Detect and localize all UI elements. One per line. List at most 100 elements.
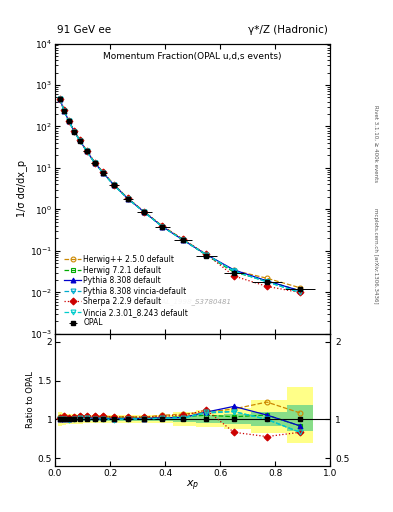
Sherpa 2.2.9 default (62, 107, 66, 113)
Herwig 7.2.1 default (160, 223, 165, 229)
Herwig 7.2.1 default (126, 196, 130, 202)
Sherpa 2.2.9 default (298, 289, 302, 295)
Sherpa 2.2.9 default (84, 147, 89, 154)
Vincia 2.3.01_8.243 default (231, 268, 236, 274)
Pythia 8.308 default (264, 278, 269, 284)
Y-axis label: Ratio to OPAL: Ratio to OPAL (26, 372, 35, 429)
Sherpa 2.2.9 default (101, 169, 105, 176)
Vincia 2.3.01_8.243 default (72, 129, 77, 135)
Herwig 7.2.1 default (77, 137, 82, 143)
Pythia 8.308 default (142, 209, 147, 215)
Herwig 7.2.1 default (231, 269, 236, 275)
Vincia 2.3.01_8.243 default (84, 148, 89, 154)
Vincia 2.3.01_8.243 default (62, 108, 66, 114)
Sherpa 2.2.9 default (93, 160, 97, 166)
Sherpa 2.2.9 default (231, 273, 236, 279)
Vincia 2.3.01_8.243 default (160, 224, 165, 230)
Legend: Herwig++ 2.5.0 default, Herwig 7.2.1 default, Pythia 8.308 default, Pythia 8.308: Herwig++ 2.5.0 default, Herwig 7.2.1 def… (62, 253, 191, 330)
Text: γ*/Z (Hadronic): γ*/Z (Hadronic) (248, 25, 328, 35)
Sherpa 2.2.9 default (77, 137, 82, 143)
Pythia 8.308 default (84, 148, 89, 154)
Herwig 7.2.1 default (142, 209, 147, 215)
Herwig++ 2.5.0 default (204, 251, 209, 258)
Pythia 8.308 vincia-default (72, 129, 77, 135)
Pythia 8.308 vincia-default (77, 138, 82, 144)
Pythia 8.308 default (181, 237, 185, 243)
Pythia 8.308 vincia-default (204, 252, 209, 258)
Herwig++ 2.5.0 default (101, 169, 105, 176)
Pythia 8.308 vincia-default (112, 182, 117, 188)
Pythia 8.308 default (77, 137, 82, 143)
Sherpa 2.2.9 default (264, 283, 269, 289)
Vincia 2.3.01_8.243 default (142, 209, 147, 216)
Pythia 8.308 vincia-default (231, 268, 236, 274)
Vincia 2.3.01_8.243 default (77, 138, 82, 144)
Line: Vincia 2.3.01_8.243 default: Vincia 2.3.01_8.243 default (57, 97, 302, 295)
Herwig 7.2.1 default (72, 129, 77, 135)
Sherpa 2.2.9 default (181, 237, 185, 243)
Herwig++ 2.5.0 default (264, 275, 269, 281)
Herwig 7.2.1 default (84, 148, 89, 154)
Pythia 8.308 vincia-default (62, 108, 66, 114)
Pythia 8.308 vincia-default (126, 196, 130, 202)
Herwig 7.2.1 default (58, 96, 62, 102)
Vincia 2.3.01_8.243 default (298, 289, 302, 295)
Vincia 2.3.01_8.243 default (264, 279, 269, 285)
Text: 91 GeV ee: 91 GeV ee (57, 25, 111, 35)
Herwig++ 2.5.0 default (66, 118, 71, 124)
Herwig++ 2.5.0 default (298, 285, 302, 291)
Herwig 7.2.1 default (264, 278, 269, 284)
Line: Sherpa 2.2.9 default: Sherpa 2.2.9 default (57, 97, 302, 295)
Herwig++ 2.5.0 default (62, 107, 66, 113)
Text: mcplots.cern.ch [arXiv:1306.3436]: mcplots.cern.ch [arXiv:1306.3436] (373, 208, 378, 304)
Vincia 2.3.01_8.243 default (112, 182, 117, 188)
Pythia 8.308 default (101, 170, 105, 176)
Pythia 8.308 vincia-default (298, 289, 302, 295)
Pythia 8.308 vincia-default (101, 170, 105, 176)
Text: Momentum Fraction(OPAL u,d,s events): Momentum Fraction(OPAL u,d,s events) (103, 52, 282, 61)
Sherpa 2.2.9 default (160, 223, 165, 229)
Herwig++ 2.5.0 default (112, 182, 117, 188)
Text: Rivet 3.1.10, ≥ 400k events: Rivet 3.1.10, ≥ 400k events (373, 105, 378, 182)
Herwig++ 2.5.0 default (93, 160, 97, 166)
Pythia 8.308 default (72, 129, 77, 135)
Line: Pythia 8.308 default: Pythia 8.308 default (57, 97, 302, 293)
Pythia 8.308 vincia-default (66, 118, 71, 124)
Pythia 8.308 vincia-default (181, 237, 185, 243)
Pythia 8.308 vincia-default (142, 209, 147, 216)
Line: Pythia 8.308 vincia-default: Pythia 8.308 vincia-default (57, 97, 302, 295)
Vincia 2.3.01_8.243 default (204, 251, 209, 258)
Sherpa 2.2.9 default (58, 96, 62, 102)
Sherpa 2.2.9 default (142, 209, 147, 215)
Herwig++ 2.5.0 default (142, 209, 147, 215)
Pythia 8.308 default (231, 267, 236, 273)
Herwig 7.2.1 default (181, 237, 185, 243)
Line: Herwig 7.2.1 default: Herwig 7.2.1 default (57, 97, 302, 293)
Herwig 7.2.1 default (66, 118, 71, 124)
Y-axis label: 1/σ dσ/dx_p: 1/σ dσ/dx_p (16, 160, 27, 217)
Pythia 8.308 vincia-default (264, 279, 269, 285)
Sherpa 2.2.9 default (204, 251, 209, 257)
Pythia 8.308 default (160, 223, 165, 229)
Pythia 8.308 vincia-default (58, 96, 62, 102)
Vincia 2.3.01_8.243 default (58, 96, 62, 102)
Text: OPAL_1998_S3780481: OPAL_1998_S3780481 (153, 298, 232, 305)
Pythia 8.308 vincia-default (160, 224, 165, 230)
Vincia 2.3.01_8.243 default (126, 196, 130, 202)
Pythia 8.308 default (93, 160, 97, 166)
Pythia 8.308 default (58, 96, 62, 102)
Herwig 7.2.1 default (62, 108, 66, 114)
Vincia 2.3.01_8.243 default (101, 170, 105, 176)
Herwig++ 2.5.0 default (77, 137, 82, 143)
Sherpa 2.2.9 default (72, 128, 77, 134)
Herwig 7.2.1 default (204, 252, 209, 258)
Vincia 2.3.01_8.243 default (181, 237, 185, 243)
Herwig++ 2.5.0 default (126, 195, 130, 201)
Herwig++ 2.5.0 default (72, 128, 77, 134)
Sherpa 2.2.9 default (126, 195, 130, 201)
Herwig++ 2.5.0 default (160, 223, 165, 229)
Sherpa 2.2.9 default (112, 182, 117, 188)
Herwig 7.2.1 default (101, 170, 105, 176)
X-axis label: $x_p$: $x_p$ (186, 479, 199, 494)
Herwig 7.2.1 default (112, 182, 117, 188)
